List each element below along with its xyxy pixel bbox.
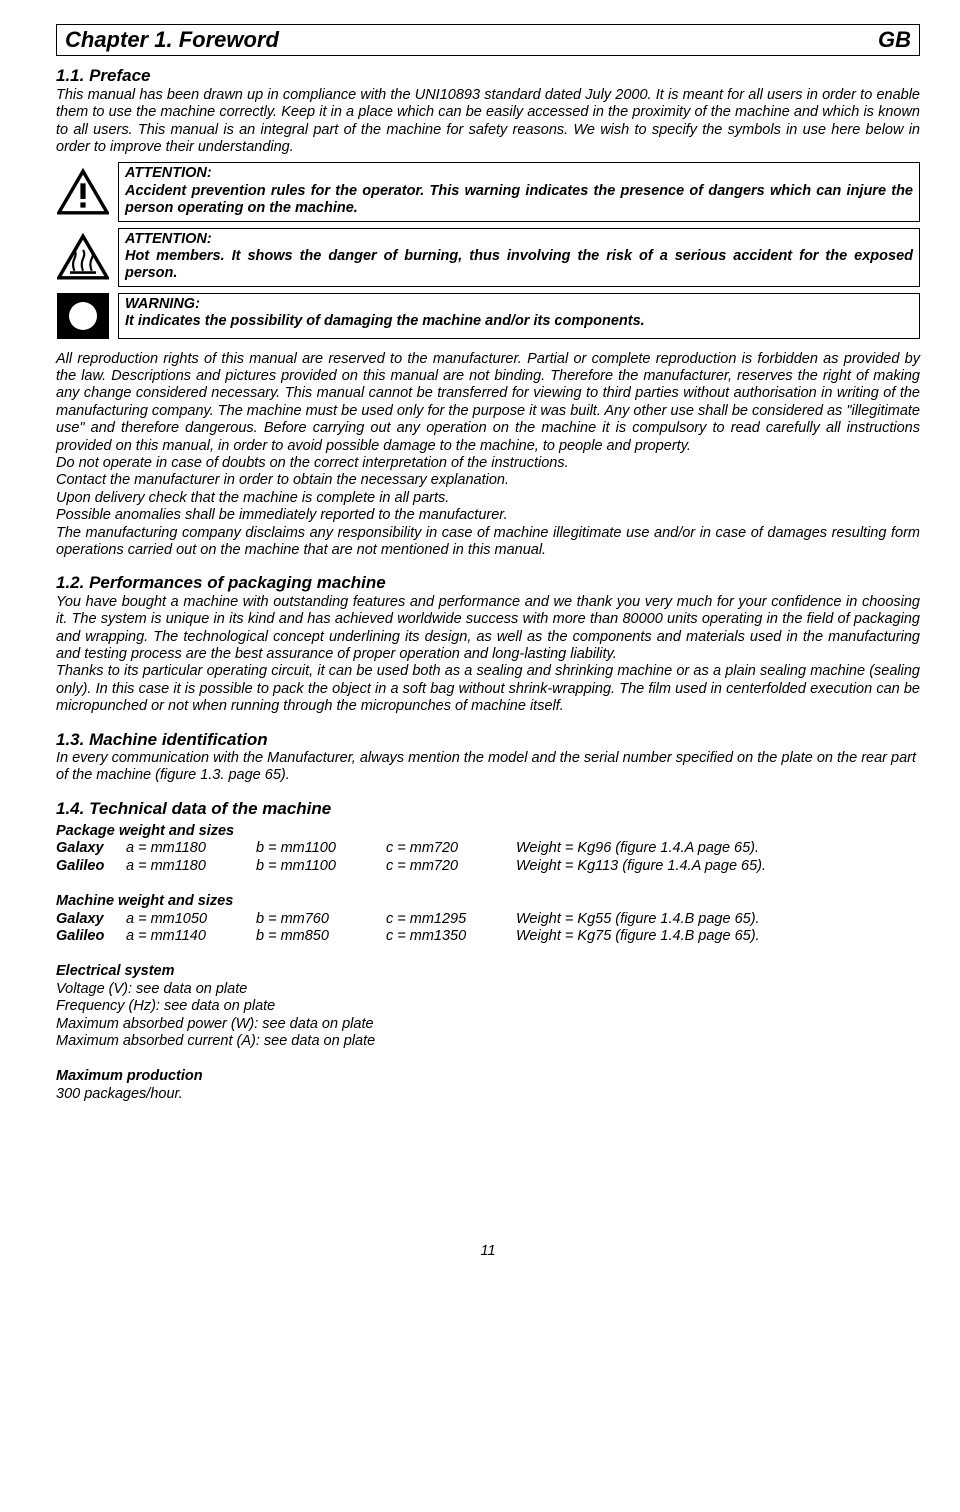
dim-b-cell: b = mm850 [256,928,386,945]
machine-block: Machine weight and sizes Galaxy a = mm10… [56,893,920,945]
preface-body: This manual has been drawn up in complia… [56,87,920,157]
weight-cell: Weight = Kg75 (figure 1.4.B page 65). [516,928,920,945]
package-table: Galaxy a = mm1180 b = mm1100 c = mm720 W… [56,840,920,875]
warning-box: WARNING: It indicates the possibility of… [118,293,920,339]
dim-c-cell: c = mm720 [386,858,516,875]
elec-line: Maximum absorbed current (A): see data o… [56,1033,920,1050]
weight-cell: Weight = Kg55 (figure 1.4.B page 65). [516,911,920,928]
chapter-header: Chapter 1. Foreword GB [56,24,920,56]
dim-a-cell: a = mm1180 [126,840,256,857]
model-cell: Galaxy [56,911,126,928]
weight-cell: Weight = Kg113 (figure 1.4.A page 65). [516,858,920,875]
performance-p2: Thanks to its particular operating circu… [56,663,920,715]
elec-line: Frequency (Hz): see data on plate [56,998,920,1015]
dim-b-cell: b = mm1100 [256,840,386,857]
dim-c-cell: c = mm1295 [386,911,516,928]
dim-a-cell: a = mm1140 [126,928,256,945]
warning-attention-hot: ATTENTION: Hot members. It shows the dan… [56,228,920,287]
production-label: Maximum production [56,1068,920,1085]
weight-cell: Weight = Kg96 (figure 1.4.A page 65). [516,840,920,857]
table-row: Galileo a = mm1180 b = mm1100 c = mm720 … [56,858,920,875]
dim-a-cell: a = mm1180 [126,858,256,875]
elec-line: Maximum absorbed power (W): see data on … [56,1016,920,1033]
warning-label: ATTENTION: [125,231,913,248]
table-row: Galileo a = mm1140 b = mm850 c = mm1350 … [56,928,920,945]
warning-circle-icon [56,293,110,339]
dim-c-cell: c = mm720 [386,840,516,857]
warning-desc: It indicates the possibility of damaging… [125,313,913,330]
rights-line: Contact the manufacturer in order to obt… [56,472,920,489]
electrical-block: Electrical system Voltage (V): see data … [56,963,920,1050]
machine-label: Machine weight and sizes [56,893,920,910]
table-row: Galaxy a = mm1180 b = mm1100 c = mm720 W… [56,840,920,857]
warning-box: ATTENTION: Accident prevention rules for… [118,162,920,221]
rights-block: All reproduction rights of this manual a… [56,351,920,560]
warning-triangle-exclaim-icon [56,162,110,221]
model-cell: Galileo [56,928,126,945]
section-1-1-heading: 1.1. Preface [56,66,920,86]
production-value: 300 packages/hour. [56,1086,920,1103]
warning-desc: Accident prevention rules for the operat… [125,183,913,218]
dim-a-cell: a = mm1050 [126,911,256,928]
chapter-lang: GB [878,27,911,53]
identification-body: In every communication with the Manufact… [56,750,920,785]
dim-c-cell: c = mm1350 [386,928,516,945]
model-cell: Galaxy [56,840,126,857]
rights-line: Upon delivery check that the machine is … [56,490,920,507]
rights-para: All reproduction rights of this manual a… [56,351,920,454]
warning-label: WARNING: [125,296,913,313]
warning-triangle-heat-icon [56,228,110,287]
warning-desc: Hot members. It shows the danger of burn… [125,248,913,283]
table-row: Galaxy a = mm1050 b = mm760 c = mm1295 W… [56,911,920,928]
machine-table: Galaxy a = mm1050 b = mm760 c = mm1295 W… [56,911,920,946]
dim-b-cell: b = mm760 [256,911,386,928]
warning-machine-damage: WARNING: It indicates the possibility of… [56,293,920,339]
rights-line: Do not operate in case of doubts on the … [56,455,920,472]
package-label: Package weight and sizes [56,823,920,840]
chapter-title: Chapter 1. Foreword [65,27,279,53]
package-block: Package weight and sizes Galaxy a = mm11… [56,823,920,875]
warning-attention-operator: ATTENTION: Accident prevention rules for… [56,162,920,221]
rights-line: Possible anomalies shall be immediately … [56,507,920,524]
performance-p1: You have bought a machine with outstandi… [56,594,920,664]
section-1-3-heading: 1.3. Machine identification [56,730,920,750]
warning-box: ATTENTION: Hot members. It shows the dan… [118,228,920,287]
model-cell: Galileo [56,858,126,875]
electrical-label: Electrical system [56,963,920,980]
production-block: Maximum production 300 packages/hour. [56,1068,920,1103]
rights-line: The manufacturing company disclaims any … [56,525,920,560]
section-1-4-heading: 1.4. Technical data of the machine [56,799,920,819]
page-number: 11 [56,1243,920,1260]
elec-line: Voltage (V): see data on plate [56,981,920,998]
section-1-2-heading: 1.2. Performances of packaging machine [56,573,920,593]
dim-b-cell: b = mm1100 [256,858,386,875]
warning-label: ATTENTION: [125,165,913,182]
